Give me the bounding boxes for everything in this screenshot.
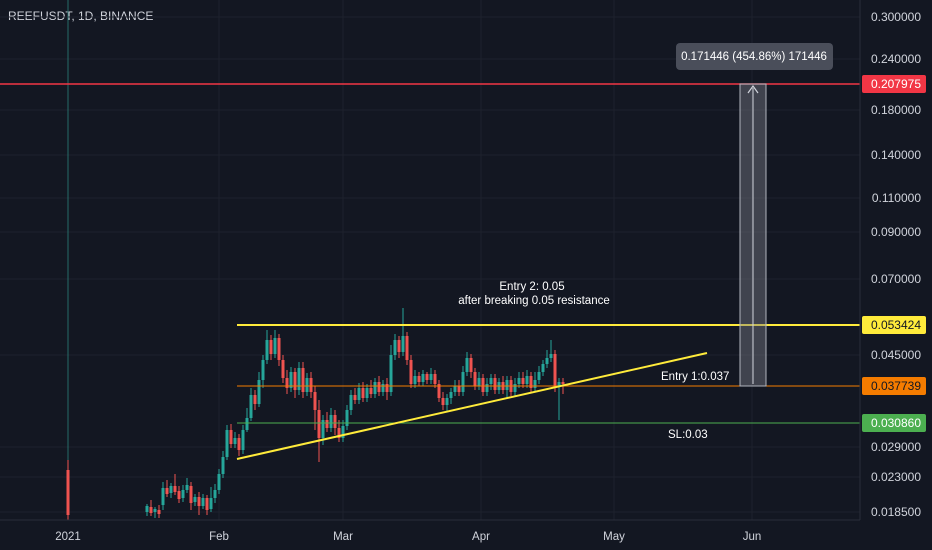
price-tick-label: 0.045000 — [871, 348, 921, 362]
price-axis[interactable]: 0.300000 0.240000 0.180000 0.140000 0.110000… — [859, 0, 926, 520]
price-badge — [862, 377, 926, 395]
candles — [66, 308, 565, 520]
price-badge-label: 0.053424 — [871, 318, 921, 332]
time-label-mar: Mar — [333, 531, 353, 543]
grid — [0, 0, 860, 520]
support-trend-line[interactable] — [236, 352, 708, 460]
price-badge-label: 0.030860 — [871, 416, 921, 430]
time-label-jun: Jun — [743, 531, 762, 543]
time-label-2021: 2021 — [55, 531, 81, 543]
price-tick-label: 0.029000 — [871, 440, 921, 454]
measure-label-box — [676, 43, 833, 70]
price-badge-label: 0.207975 — [871, 77, 921, 91]
measure-label: 0.171446 (454.86%) 171446 — [681, 51, 827, 63]
price-tick-label: 0.240000 — [871, 52, 921, 66]
stop-loss-text[interactable]: SL:0.03 — [668, 429, 708, 441]
entry2-note-text[interactable]: after breaking 0.05 resistance — [458, 295, 610, 307]
price-badge — [862, 414, 926, 432]
time-label-feb: Feb — [209, 531, 229, 543]
price-tick-label: 0.110000 — [872, 191, 921, 205]
price-tick-label: 0.070000 — [871, 272, 921, 286]
time-label-may: May — [603, 531, 625, 543]
measure-arrowhead-icon — [747, 84, 759, 94]
price-tick-label: 0.300000 — [871, 10, 921, 24]
symbol-title: REEFUSDT, 1D, BINANCE — [8, 9, 154, 23]
entry1-text[interactable]: Entry 1:0.037 — [661, 371, 729, 383]
price-tick-label: 0.023000 — [871, 470, 921, 484]
price-tick-label: 0.018500 — [871, 505, 921, 519]
price-badge — [862, 316, 926, 334]
price-tick-label: 0.090000 — [871, 225, 921, 239]
time-axis[interactable]: 2021 Feb Mar Apr May Jun — [0, 519, 860, 543]
price-tick-label: 0.140000 — [871, 148, 921, 162]
price-tick-label: 0.180000 — [871, 103, 921, 117]
entry2-text[interactable]: Entry 2: 0.05 — [499, 281, 564, 293]
price-badge — [862, 75, 926, 93]
price-badge-label: 0.037739 — [871, 379, 921, 393]
time-label-apr: Apr — [472, 531, 490, 543]
